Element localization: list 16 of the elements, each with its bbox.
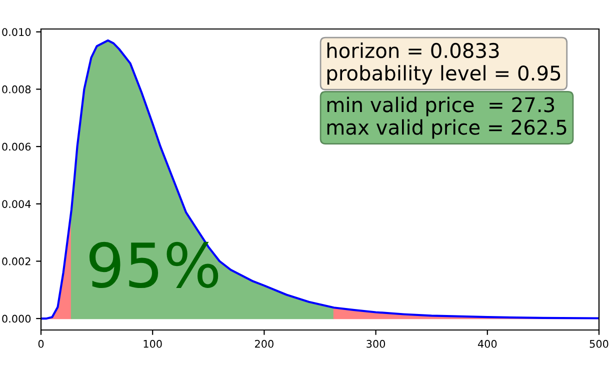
x-tick-label: 200 [255, 340, 274, 348]
y-tick-label: 0.000 [2, 314, 31, 323]
annotation: horizon = 0.0833 probability level = 0.95 [327, 42, 560, 85]
x-tick-label: 0 [38, 340, 44, 348]
x-tick-label: 300 [366, 340, 386, 348]
y-tick-label: 0.002 [2, 257, 30, 266]
annotation: min valid price = 27.3 max valid price = 262.5 [327, 96, 566, 139]
annotation: 95% [89, 242, 218, 288]
x-tick-label: 400 [478, 340, 497, 348]
x-tick-label: 100 [144, 340, 162, 348]
x-tick-label: 500 [590, 340, 608, 348]
y-tick-label: 0.010 [2, 28, 31, 36]
y-tick-label: 0.006 [2, 142, 31, 151]
y-tick-label: 0.008 [2, 85, 31, 94]
line-series [41, 39, 599, 320]
y-tick-label: 0.004 [2, 200, 31, 208]
